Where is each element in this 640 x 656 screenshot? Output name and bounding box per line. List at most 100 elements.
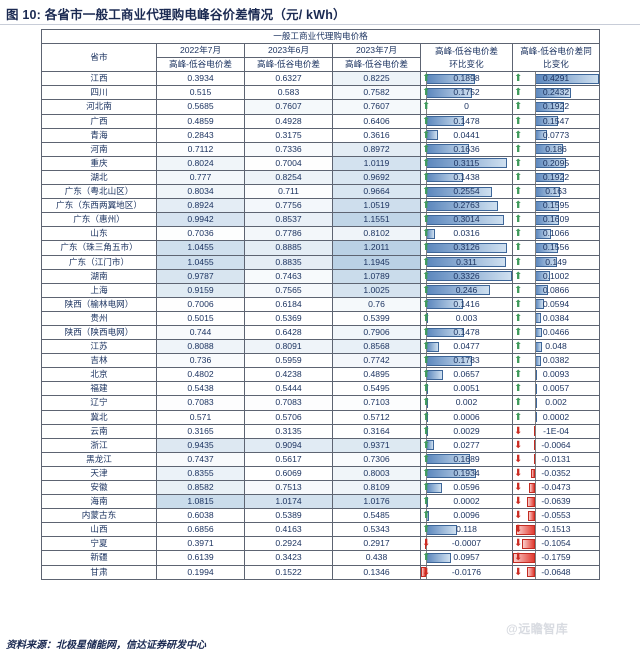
value-2022-07-cell: 0.8582 (156, 479, 245, 496)
yoy-change-value: 0.0866 (542, 284, 570, 295)
value-2023-07: 0.9371 (363, 439, 390, 450)
yoy-change-value: -0.1759 (541, 552, 571, 563)
mom-change-value: 0.118 (456, 524, 477, 535)
value-2022-07-cell: 0.7083 (156, 395, 245, 411)
mom-change-cell: ⬆ 0.1416 (420, 296, 513, 312)
yoy-change-cell: ⬆ 0.1922 (511, 169, 601, 186)
value-2023-07: 1.0176 (363, 496, 390, 507)
province-name-cell: 重庆 (41, 155, 157, 171)
value-2023-07-cell: 0.8568 (332, 339, 421, 355)
value-2022-07: 0.8582 (187, 482, 214, 492)
bar-axis-line (426, 241, 428, 254)
province-name-cell: 广东（江门市） (41, 254, 157, 270)
arrow-up-icon: ⬆ (422, 73, 431, 85)
mom-change-value: 0.1898 (453, 73, 480, 84)
province-name-cell: 贵州 (41, 310, 157, 326)
value-2023-07-cell: 0.9664 (332, 184, 421, 200)
value-2022-07: 0.6139 (187, 552, 214, 563)
value-2023-07-cell: 0.1346 (332, 564, 421, 580)
mom-change-cell: ⬆ 0.246 (420, 282, 513, 298)
value-2023-06: 0.5706 (275, 411, 302, 422)
header-row-super: 一般工商业代理购电价格 (40, 28, 601, 45)
mom-change-value: 0.0657 (453, 369, 480, 380)
conditional-fill (157, 481, 244, 494)
value-2023-06-cell: 0.6428 (244, 324, 333, 341)
mom-change-value: 0.0316 (453, 228, 480, 239)
bar-axis-line (535, 566, 537, 579)
arrow-up-icon: ⬆ (514, 115, 523, 127)
yoy-change-cell: ⬆ 0.0594 (511, 296, 601, 312)
value-2023-07: 1.2011 (363, 242, 390, 253)
mom-change-value: 0.1752 (453, 87, 480, 98)
bar-axis-line (535, 382, 537, 395)
arrow-up-icon: ⬆ (514, 129, 523, 141)
value-2022-07-cell: 0.9159 (156, 282, 245, 298)
arrow-up-icon: ⬆ (514, 73, 523, 85)
value-2022-07: 0.7112 (187, 143, 214, 154)
value-2023-06-cell: 0.8537 (244, 212, 333, 228)
mom-change-cell: ⬆ 0.1478 (420, 324, 513, 341)
table-head: 一般工商业代理购电价格 省市 2022年7月 2023年6月 2023年7月 高… (40, 28, 601, 73)
arrow-up-icon: ⬆ (422, 87, 431, 99)
value-2023-06: 0.2924 (275, 538, 302, 549)
value-2022-07: 0.5685 (187, 101, 214, 112)
arrow-down-icon: ⬇ (514, 510, 523, 522)
bar-axis-line (535, 157, 537, 170)
value-2023-07-cell: 0.7306 (332, 451, 421, 467)
arrow-up-icon: ⬆ (422, 157, 431, 169)
conditional-fill (157, 227, 244, 240)
mom-change-cell: ⬆ 0 (420, 99, 513, 115)
value-2023-06: 0.9094 (275, 439, 302, 450)
value-2023-07: 0.9664 (363, 186, 390, 197)
value-2023-07: 0.5712 (363, 411, 390, 422)
bar-axis-line (535, 86, 537, 99)
arrow-up-icon: ⬆ (422, 341, 431, 353)
value-2023-06-cell: 0.6184 (244, 296, 333, 312)
header-sub-2023-06: 高峰-低谷电价差 (244, 57, 333, 73)
bar-axis-line (426, 382, 428, 395)
value-2023-07: 0.7306 (363, 453, 390, 464)
bar-axis-line (426, 157, 428, 170)
header-sub-2023-07: 高峰-低谷电价差 (332, 57, 421, 73)
conditional-fill (333, 227, 420, 240)
data-bar (421, 567, 427, 578)
mom-change-cell: ⬆ 0.0957 (420, 550, 513, 566)
bar-axis-line (535, 495, 537, 508)
value-2023-06: 0.8835 (275, 256, 302, 267)
mom-change-cell: ⬆ 0.0441 (420, 127, 513, 143)
province-name-cell: 海南 (41, 494, 157, 510)
value-2023-07: 0.76 (368, 298, 385, 309)
bar-axis-line (535, 100, 537, 114)
value-2023-06-cell: 0.2924 (244, 536, 333, 552)
value-2023-07: 1.1551 (363, 214, 390, 225)
mom-change-cell: ⬆ 0.0316 (420, 226, 513, 242)
yoy-change-value: -0.1054 (541, 538, 571, 549)
value-2022-07-cell: 0.736 (156, 353, 245, 369)
value-2023-06: 0.5444 (275, 383, 302, 394)
yoy-change-cell: ⬆ 0.1066 (511, 226, 601, 242)
value-2023-06: 0.7004 (275, 157, 302, 168)
value-2023-06-cell: 0.583 (244, 85, 333, 101)
value-2022-07: 0.8355 (187, 467, 214, 478)
value-2023-06-cell: 0.9094 (244, 437, 333, 453)
value-2023-07: 1.0119 (363, 157, 390, 168)
conditional-fill (157, 439, 244, 452)
yoy-change-cell: ⬆ 0.0773 (511, 127, 601, 143)
value-2023-07-cell: 0.2917 (332, 536, 421, 552)
yoy-change-cell: ⬆ 0.1002 (511, 268, 601, 284)
mom-change-cell: ⬆ 0.0002 (420, 494, 513, 510)
bar-axis-line (426, 509, 428, 522)
bar-axis-line (535, 129, 537, 142)
conditional-fill (333, 241, 420, 254)
value-2023-07: 1.0519 (363, 200, 390, 211)
province-name-cell: 广西 (41, 113, 157, 129)
header-yoy-change: 高峰-低谷电价差同 比变化 (511, 43, 601, 73)
value-2022-07: 0.7006 (187, 298, 214, 309)
conditional-fill (245, 143, 332, 156)
arrow-up-icon: ⬆ (514, 87, 523, 99)
yoy-change-value: 0.163 (545, 186, 567, 197)
bar-axis-line (426, 439, 428, 452)
mom-change-cell: ⬆ 0.1783 (420, 353, 513, 369)
value-2023-06-cell: 0.1522 (244, 564, 333, 580)
